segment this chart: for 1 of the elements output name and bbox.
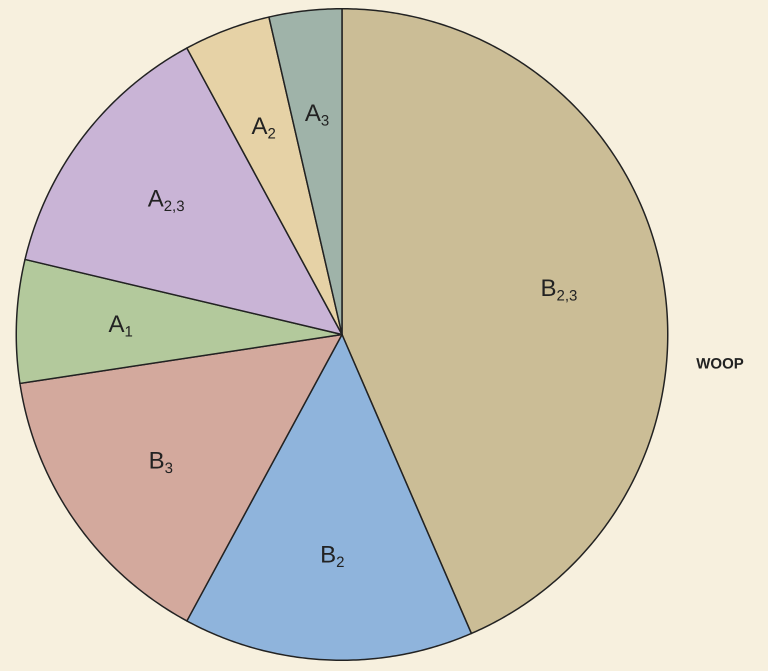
text: WOOP [696, 356, 744, 373]
